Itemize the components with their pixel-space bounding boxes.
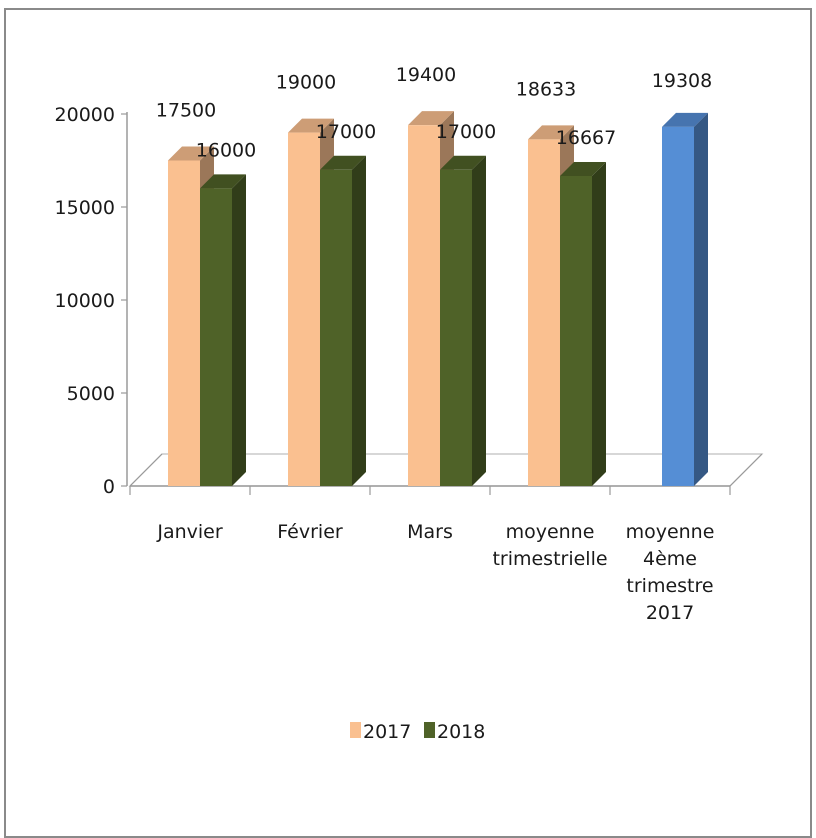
y-axis: 0 5000 10000 15000 20000 [55,104,128,498]
bar-top [560,161,606,176]
category-label: moyenne 4ème trimestre 2017 [626,521,715,624]
bar-side [592,161,606,486]
bar-front [168,160,200,486]
bar-front [288,132,320,486]
y-tick-label: 10000 [55,290,115,312]
legend-item: 2018 [424,721,485,743]
data-label: 18633 [516,78,576,100]
bar-front [200,188,232,486]
category-label: Janvier [156,521,223,543]
bar-top [168,146,214,161]
floor-edge [729,453,763,487]
y-tick-label: 15000 [55,197,115,219]
bar-front [560,175,592,486]
bar-side [232,174,246,486]
bar-top [440,155,486,170]
bar-front [408,125,440,486]
bar-side [472,155,486,487]
bar-front [440,169,472,487]
bar-chart: 0 5000 10000 15000 20000 17500 16000 19000 1700… [55,64,764,743]
data-label: 19000 [276,72,336,94]
legend-swatch [424,722,435,738]
data-labels: 17500 16000 19000 17000 19400 17000 18633 16667… [156,64,712,161]
bar [560,161,606,486]
bar-top [320,155,366,170]
bar [662,112,708,486]
bar-front [320,169,352,487]
data-label: 19400 [396,64,456,86]
x-axis: Janvier Février Mars moyenne trimestrielle mo… [156,521,714,624]
data-label: 17500 [156,100,216,122]
y-tick-label: 5000 [67,383,115,405]
data-label: 16667 [556,127,616,149]
legend: 2017 2018 [350,721,485,743]
y-tick-label: 20000 [55,104,115,126]
bar-top [662,112,708,127]
category-label: Février [277,521,343,543]
bar [440,155,486,487]
legend-label: 2017 [363,721,411,743]
category-label: moyenne trimestrielle [492,521,607,570]
bar-side [352,155,366,487]
category-label: Mars [407,521,453,543]
legend-label: 2018 [437,721,485,743]
bar [200,174,246,486]
chart-frame: 0 5000 10000 15000 20000 17500 16000 19000 1700… [4,8,812,838]
data-label: 17000 [316,121,376,143]
data-label: 16000 [196,139,256,161]
bar [320,155,366,487]
bar-front [528,139,560,486]
floor-edge [129,453,163,487]
data-label: 19308 [652,70,712,92]
data-label: 17000 [436,121,496,143]
bar-top [528,125,574,140]
bar-top [408,111,454,126]
legend-item: 2017 [350,721,411,743]
bars [168,111,708,487]
bar-top [288,118,334,133]
legend-swatch [350,722,361,738]
y-tick-label: 0 [103,476,115,498]
bar-front [662,126,694,486]
bar-top [200,174,246,189]
bar-side [694,112,708,486]
